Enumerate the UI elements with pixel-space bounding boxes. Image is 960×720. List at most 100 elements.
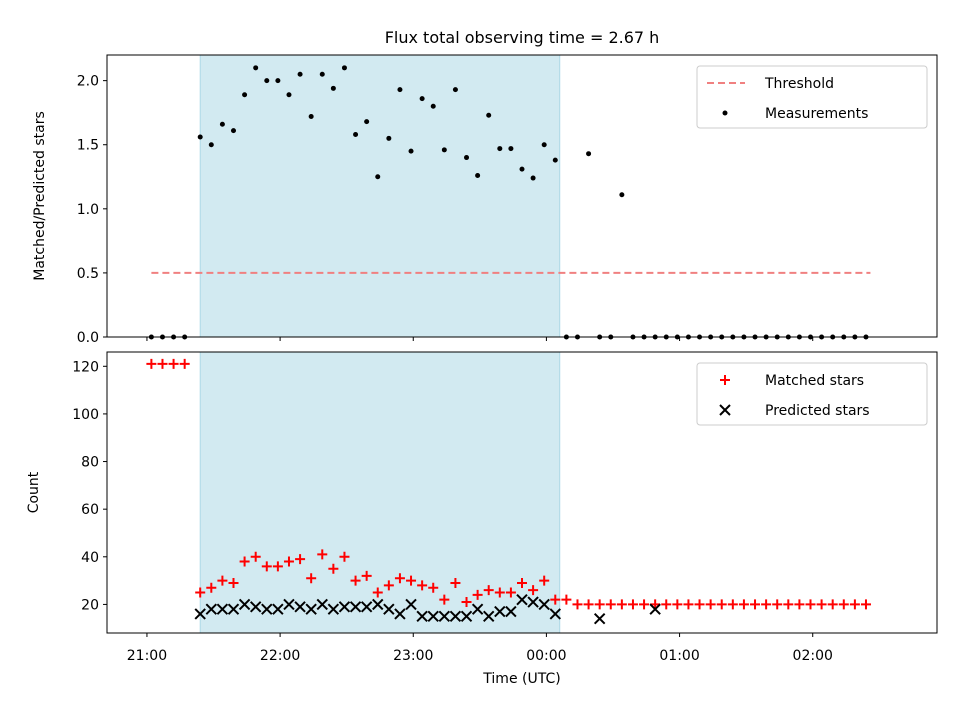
- matched-star-point: [505, 587, 516, 598]
- measurement-point: [419, 96, 425, 102]
- predicted-star-point: [360, 601, 373, 613]
- predicted-star-point: [194, 608, 206, 620]
- measurement-point: [264, 78, 270, 84]
- matched-star-point: [616, 599, 627, 610]
- predicted-star-point: [294, 601, 306, 613]
- matched-star-point: [539, 575, 550, 586]
- y-tick-label: 100: [72, 407, 99, 423]
- measurement-point: [408, 148, 414, 154]
- matched-star-point: [339, 551, 350, 562]
- measurement-point: [208, 142, 214, 148]
- matched-star-point: [816, 599, 827, 610]
- measurement-point: [230, 128, 236, 134]
- measurement-point: [475, 172, 481, 178]
- matched-star-point: [517, 577, 527, 588]
- y-axis-label: Matched/Predicted stars: [32, 111, 48, 281]
- predicted-star-point: [416, 610, 428, 623]
- matched-star-point: [461, 597, 472, 608]
- legend-label: Measurements: [765, 106, 868, 122]
- predicted-star-point: [649, 603, 661, 615]
- matched-star-point: [394, 573, 405, 584]
- y-tick-label: 80: [81, 455, 99, 471]
- y-tick-label: 120: [72, 359, 99, 375]
- matched-star-point: [195, 587, 206, 598]
- matched-star-point: [772, 599, 783, 610]
- predicted-star-point: [593, 613, 606, 625]
- measurement-point: [397, 87, 403, 93]
- measurement-point: [508, 146, 514, 152]
- legend: Threshold Measurements: [696, 65, 928, 129]
- legend-label: Predicted stars: [765, 403, 870, 419]
- matched-star-point: [672, 599, 683, 610]
- measurement-point: [386, 135, 392, 141]
- matched-star-point: [228, 577, 239, 588]
- y-tick-label: 0.5: [77, 266, 99, 282]
- legend-box: [696, 65, 928, 129]
- y-tick-label: 60: [81, 502, 99, 518]
- matched-star-point: [157, 358, 168, 369]
- predicted-star-point: [460, 610, 473, 623]
- measurement-point: [253, 65, 259, 71]
- matched-star-point: [627, 599, 638, 610]
- measurement-point: [319, 71, 325, 77]
- predicted-star-point: [505, 605, 517, 618]
- matched-star-point: [683, 599, 694, 610]
- matched-star-point: [168, 358, 179, 369]
- measurement-point: [441, 147, 447, 153]
- measurement-point: [486, 112, 492, 118]
- observing-interval-shade: [199, 54, 561, 338]
- legend: Matched stars Predicted stars: [696, 362, 928, 426]
- predicted-star-point: [516, 593, 528, 606]
- predicted-star-point: [216, 603, 229, 615]
- matched-star-point: [372, 587, 383, 598]
- measurement-point: [197, 134, 203, 140]
- predicted-star-point: [427, 610, 439, 623]
- matched-star-point: [295, 554, 306, 565]
- y-tick-label: 1.5: [77, 138, 99, 154]
- matched-star-point: [146, 358, 157, 369]
- matched-star-point: [472, 589, 483, 600]
- y-tick-label: 2.0: [77, 74, 99, 90]
- measurement-point: [530, 175, 536, 181]
- predicted-star-point: [238, 598, 251, 611]
- matched-star-point: [383, 580, 394, 591]
- matched-star-point: [250, 551, 261, 562]
- axes-frame: [106, 351, 938, 634]
- measurement-point: [375, 174, 381, 180]
- predicted-star-point: [549, 608, 561, 620]
- matched-star-point: [528, 585, 539, 596]
- y-tick-label: 0.0: [77, 330, 99, 346]
- matched-star-point: [550, 594, 561, 605]
- predicted-star-point: [272, 603, 284, 615]
- matched-star-point: [849, 599, 860, 610]
- measurement-point: [619, 192, 625, 198]
- matched-star-point: [705, 599, 716, 610]
- legend-matched-swatch: [720, 375, 730, 385]
- bottom-panel: 20 40 60 80 100 120 21:00 22:00 23:00 00:00 01:00 0…: [26, 351, 938, 687]
- matched-star-point: [860, 599, 871, 610]
- predicted-star-point: [449, 610, 462, 623]
- matched-star-point: [494, 587, 505, 598]
- matched-star-point: [217, 575, 228, 586]
- x-tick-label: 02:00: [793, 648, 833, 664]
- matched-star-point: [583, 599, 594, 610]
- measurement-point: [464, 155, 470, 161]
- matched-star-point: [428, 582, 439, 593]
- matched-star-point: [738, 599, 749, 610]
- matched-star-point: [639, 599, 650, 610]
- measurement-point: [341, 65, 347, 71]
- matched-star-point: [605, 599, 616, 610]
- measurement-point: [330, 85, 336, 91]
- predicted-star-point: [338, 601, 351, 613]
- matched-star-point: [805, 599, 816, 610]
- legend-predicted-swatch: [719, 404, 731, 416]
- matched-star-point: [272, 561, 283, 572]
- predicted-star-point: [538, 598, 550, 611]
- predicted-star-point: [316, 598, 328, 611]
- matched-star-point: [179, 358, 190, 369]
- matched-star-point: [261, 561, 272, 572]
- predicted-star-point: [205, 603, 218, 615]
- matched-star-point: [350, 575, 361, 586]
- predicted-star-point: [471, 603, 484, 615]
- matched-star-point: [694, 599, 705, 610]
